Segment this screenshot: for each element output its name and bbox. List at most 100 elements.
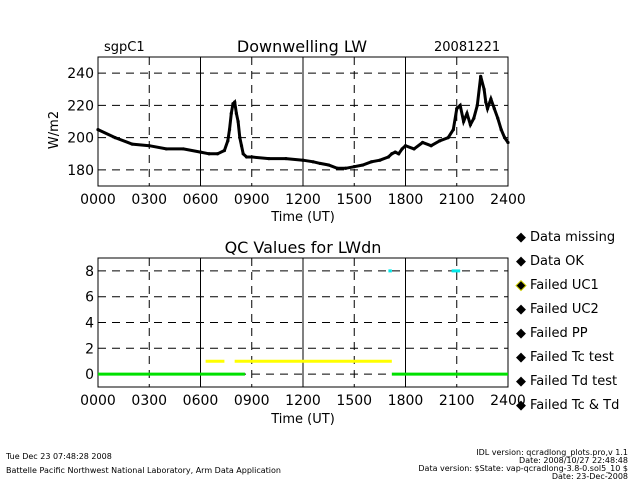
bottom-x-tick-label: 1800: [388, 393, 424, 409]
top-x-tick-label: 0900: [234, 192, 270, 208]
lw-data-point: [238, 136, 242, 140]
bottom-y-tick-label: 8: [85, 264, 94, 280]
legend-marker-icon: ◆: [516, 302, 526, 317]
lw-data-point: [458, 103, 462, 107]
x-axis-label-bottom: Time (UT): [270, 412, 335, 427]
legend-marker-icon: ◆: [516, 326, 526, 341]
top-x-tick-label: 1800: [388, 192, 424, 208]
legend-marker-icon: ◆: [516, 374, 526, 389]
site-label: sgpC1: [104, 40, 145, 55]
footer-timestamp: Tue Dec 23 07:48:28 2008: [5, 452, 112, 461]
bottom-x-tick-label: 0300: [131, 393, 167, 409]
lw-data-point: [446, 136, 450, 140]
top-x-ticks: 0000 0300 0600 0900 1200 1500 1800 2100 2400: [80, 192, 526, 208]
lw-data-point: [207, 152, 211, 156]
bottom-x-tick-label: 0000: [80, 393, 116, 409]
bottom-y-ticks: 0 2 4 6 8: [85, 264, 94, 383]
chart-title-qc: QC Values for LWdn: [225, 238, 382, 257]
lw-data-point: [229, 111, 233, 116]
lw-data-point: [390, 152, 394, 156]
lw-data-point: [429, 144, 433, 148]
lw-data-point: [147, 144, 151, 148]
lw-data-point: [506, 140, 510, 145]
date-label: 20081221: [434, 40, 500, 55]
bottom-x-tick-label: 0600: [183, 393, 219, 409]
lw-data-point: [113, 136, 117, 140]
top-plot-frame: [97, 56, 509, 187]
lw-data-point: [386, 155, 391, 159]
top-y-tick-label: 180: [67, 163, 94, 179]
lw-data-point: [226, 139, 230, 143]
lw-data-point: [393, 150, 397, 154]
top-y-tick-label: 240: [67, 66, 94, 82]
lw-data-point: [96, 127, 100, 132]
lw-data-point: [412, 147, 416, 151]
footer-data-date: Date: 23-Dec-2008: [552, 472, 628, 480]
lw-data-point: [475, 103, 479, 107]
top-y-tick-label: 200: [67, 131, 94, 147]
lw-data-point: [492, 107, 496, 111]
footer-idl-date: Date: 2008/10/27 22:48:48: [519, 456, 628, 465]
lw-data-point: [284, 156, 288, 161]
footer-idl-version: IDL version: qcradlong_plots.pro,v 1.1: [476, 448, 628, 457]
legend-label: Failed PP: [530, 326, 588, 341]
lw-data-point: [234, 111, 238, 116]
lw-data-point: [311, 160, 315, 164]
lw-data-point: [479, 74, 483, 78]
bottom-plot-frame: [97, 257, 509, 388]
lw-data-point: [344, 166, 348, 170]
lw-data-point: [335, 166, 339, 170]
top-y-ticks: 180 200 220 240: [67, 66, 94, 179]
lw-data-point: [181, 147, 186, 151]
lw-data-point: [130, 142, 134, 146]
top-x-tick-label: 2400: [490, 192, 526, 208]
lw-data-point: [164, 147, 168, 151]
bottom-x-tick-label: 2100: [439, 393, 475, 409]
bottom-x-tick-label: 2400: [490, 393, 526, 409]
lw-series: [96, 74, 510, 170]
lw-data-point: [245, 155, 249, 159]
lw-data-point: [236, 119, 240, 124]
legend-label: Failed UC2: [530, 302, 599, 317]
top-x-tick-label: 1200: [285, 192, 321, 208]
legend-label: Data OK: [530, 254, 584, 269]
lw-data-point: [327, 163, 331, 167]
bottom-y-tick-label: 0: [85, 367, 94, 383]
chart-title-lw: Downwelling LW: [237, 37, 367, 56]
legend-marker-icon: ◆: [516, 254, 526, 269]
top-y-tick-label: 220: [67, 98, 94, 114]
lw-data-point: [468, 123, 473, 127]
legend-label: Failed UC1: [530, 278, 599, 293]
lw-data-point: [369, 160, 373, 164]
footer-lab: Battelle Pacific Northwest National Labo…: [6, 466, 281, 475]
lw-data-point: [482, 87, 486, 91]
lw-data-point: [301, 158, 305, 162]
legend: ◆ Data missing ◆ Data OK ◆ Failed UC1 ◆ Failed …: [516, 230, 620, 413]
bottom-x-tick-label: 1500: [336, 393, 372, 409]
x-axis-label-top: Time (UT): [270, 210, 335, 225]
lw-data-point: [378, 158, 382, 162]
top-x-tick-label: 2100: [439, 192, 475, 208]
lw-data-point: [438, 139, 442, 143]
lw-data-point: [352, 165, 356, 169]
qc-series: [98, 269, 508, 376]
lw-data-point: [499, 127, 503, 132]
lw-data-point: [267, 156, 271, 161]
legend-label: Data missing: [530, 230, 615, 245]
lw-data-point: [489, 97, 493, 101]
lw-data-point: [227, 127, 232, 132]
top-x-tick-label: 1500: [336, 192, 372, 208]
lw-data-point: [397, 152, 401, 156]
legend-marker-icon: ◆: [516, 278, 526, 293]
lw-data-point: [496, 116, 500, 120]
lw-data-point: [198, 150, 203, 154]
lw-data-point: [361, 163, 365, 167]
top-x-tick-label: 0300: [131, 192, 167, 208]
lw-data-point: [451, 127, 455, 132]
lw-data-point: [233, 100, 237, 104]
legend-marker-icon: ◆: [516, 350, 526, 365]
lw-data-point: [465, 111, 469, 116]
lw-data-point: [485, 107, 490, 111]
